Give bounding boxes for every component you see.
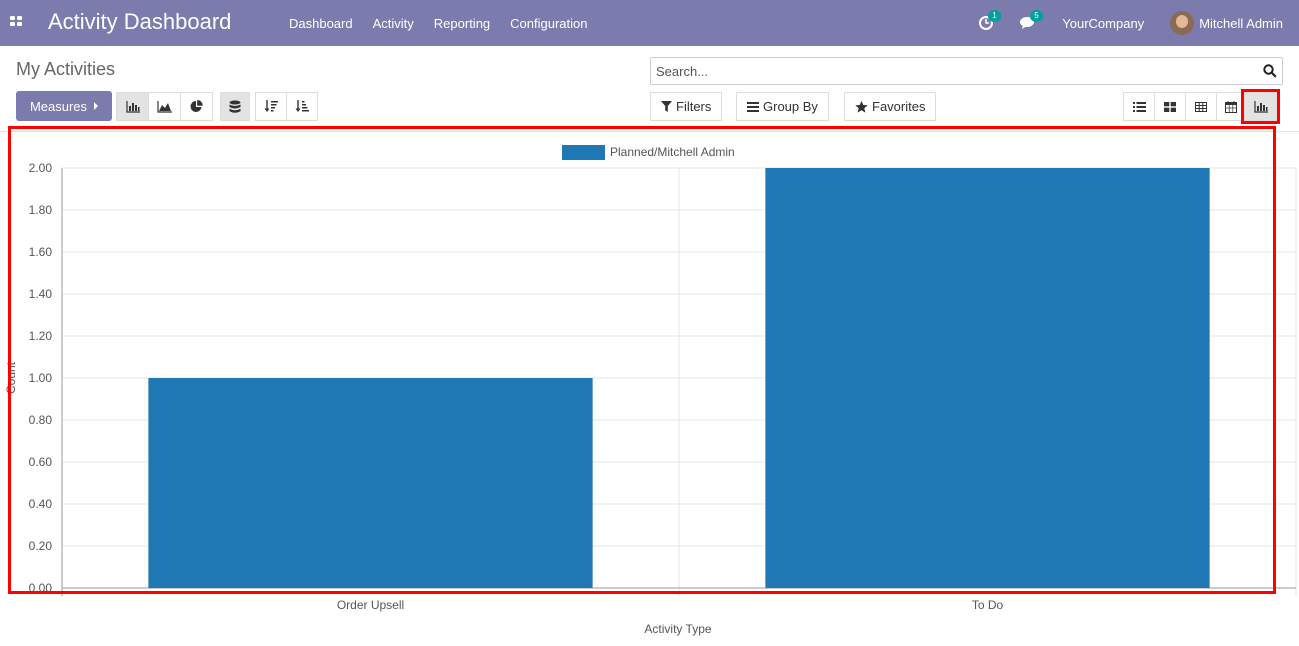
- graph-view-button[interactable]: [1241, 89, 1280, 124]
- bar[interactable]: [765, 168, 1210, 588]
- search-box: [650, 57, 1283, 85]
- menu-item-reporting[interactable]: Reporting: [433, 15, 491, 31]
- kanban-view-button[interactable]: [1154, 92, 1186, 121]
- bar-chart: 0.00 0.20 0.40 0.60 0.80 1.00 1.20 1.40 1.60 1.80…: [4, 145, 1297, 636]
- y-tick-label: 1.00: [29, 371, 53, 385]
- measures-label: Measures: [29, 98, 88, 114]
- group-by-button[interactable]: Group By: [736, 92, 829, 121]
- search-input[interactable]: [651, 58, 1251, 84]
- x-axis-label: Activity Type: [644, 622, 711, 636]
- sort-ascending-button[interactable]: [286, 92, 318, 121]
- messages-chat-icon[interactable]: 5: [1020, 10, 1043, 31]
- company-switcher[interactable]: YourCompany: [1062, 15, 1145, 31]
- y-tick-label: 0.80: [29, 413, 53, 427]
- bar[interactable]: [148, 378, 593, 588]
- bars-icon: [747, 101, 759, 112]
- x-tick-label: To Do: [972, 598, 1004, 612]
- top-navbar: Activity Dashboard Dashboard Activity Re…: [0, 0, 1299, 46]
- y-tick-label: 2.00: [29, 161, 53, 175]
- legend-label[interactable]: Planned/Mitchell Admin: [610, 145, 735, 159]
- messages-count-badge: 5: [1030, 10, 1043, 22]
- filter-funnel-icon: [661, 101, 672, 112]
- graph-view: 0.00 0.20 0.40 0.60 0.80 1.00 1.20 1.40 1.60 1.80…: [0, 132, 1299, 641]
- user-avatar: [1170, 11, 1195, 35]
- list-icon: [1132, 101, 1146, 112]
- systray: 1 5 YourCompany Mitchell Admin: [978, 0, 1299, 46]
- group-by-label: Group By: [763, 99, 818, 114]
- pie-chart-icon: [190, 100, 203, 112]
- y-axis-ticks: 0.00 0.20 0.40 0.60 0.80 1.00 1.20 1.40 1.60 1.80…: [29, 161, 53, 595]
- table-icon: [1195, 101, 1207, 112]
- kanban-grid-icon: [1164, 101, 1176, 112]
- activity-count-badge: 1: [988, 10, 1001, 22]
- star-icon: [855, 100, 868, 113]
- sort-descending-button[interactable]: [255, 92, 287, 121]
- menu-item-dashboard[interactable]: Dashboard: [289, 15, 353, 31]
- chart-bars: [148, 168, 1210, 588]
- stacked-button[interactable]: [220, 92, 250, 121]
- y-tick-label: 0.00: [29, 581, 53, 595]
- legend-swatch[interactable]: [562, 145, 605, 160]
- activity-clock-icon[interactable]: 1: [978, 10, 1001, 31]
- measures-button[interactable]: Measures: [16, 91, 112, 121]
- caret-right-icon: [94, 102, 99, 110]
- database-stack-icon: [229, 100, 241, 113]
- y-tick-label: 1.80: [29, 203, 53, 217]
- user-menu[interactable]: Mitchell Admin: [1170, 11, 1283, 35]
- calendar-icon: [1224, 100, 1237, 113]
- area-chart-icon: [157, 100, 172, 113]
- y-axis-label: Count: [4, 361, 18, 394]
- search-icon[interactable]: [1263, 64, 1277, 78]
- favorites-label: Favorites: [872, 99, 926, 114]
- x-axis-ticks: Order Upsell To Do: [337, 598, 1004, 612]
- view-switcher: [1123, 89, 1280, 124]
- y-tick-label: 0.20: [29, 539, 53, 553]
- chart-type-group: [116, 92, 213, 121]
- y-tick-label: 1.60: [29, 245, 53, 259]
- line-chart-button[interactable]: [148, 92, 181, 121]
- filters-label: Filters: [676, 99, 712, 114]
- pivot-view-button[interactable]: [1185, 92, 1217, 121]
- menu-item-configuration[interactable]: Configuration: [510, 15, 588, 31]
- sort-group: [255, 92, 318, 121]
- y-tick-label: 1.40: [29, 287, 53, 301]
- y-tick-label: 1.20: [29, 329, 53, 343]
- calendar-view-button[interactable]: [1216, 92, 1245, 121]
- control-panel-divider: [0, 131, 1299, 132]
- apps-menu-icon[interactable]: [10, 16, 23, 27]
- stack-toggle-group: [220, 92, 250, 121]
- page-title: My Activities: [16, 59, 116, 79]
- user-name: Mitchell Admin: [1199, 15, 1283, 31]
- bar-chart-icon: [125, 100, 140, 113]
- menu-item-activity[interactable]: Activity: [372, 15, 414, 31]
- bar-chart-icon: [1253, 100, 1268, 113]
- y-tick-label: 0.40: [29, 497, 53, 511]
- pie-chart-button[interactable]: [180, 92, 213, 121]
- list-view-button[interactable]: [1123, 92, 1155, 121]
- bar-chart-button[interactable]: [116, 92, 149, 121]
- sort-descending-icon: [264, 100, 278, 112]
- y-tick-label: 0.60: [29, 455, 53, 469]
- x-tick-label: Order Upsell: [337, 598, 404, 612]
- favorites-button[interactable]: Favorites: [844, 92, 937, 121]
- filters-button[interactable]: Filters: [650, 92, 723, 121]
- chart-legend: Planned/Mitchell Admin: [562, 145, 735, 160]
- app-title: Activity Dashboard: [48, 9, 232, 34]
- main-menu: Dashboard Activity Reporting Configurati…: [279, 0, 597, 46]
- sort-ascending-icon: [295, 100, 309, 112]
